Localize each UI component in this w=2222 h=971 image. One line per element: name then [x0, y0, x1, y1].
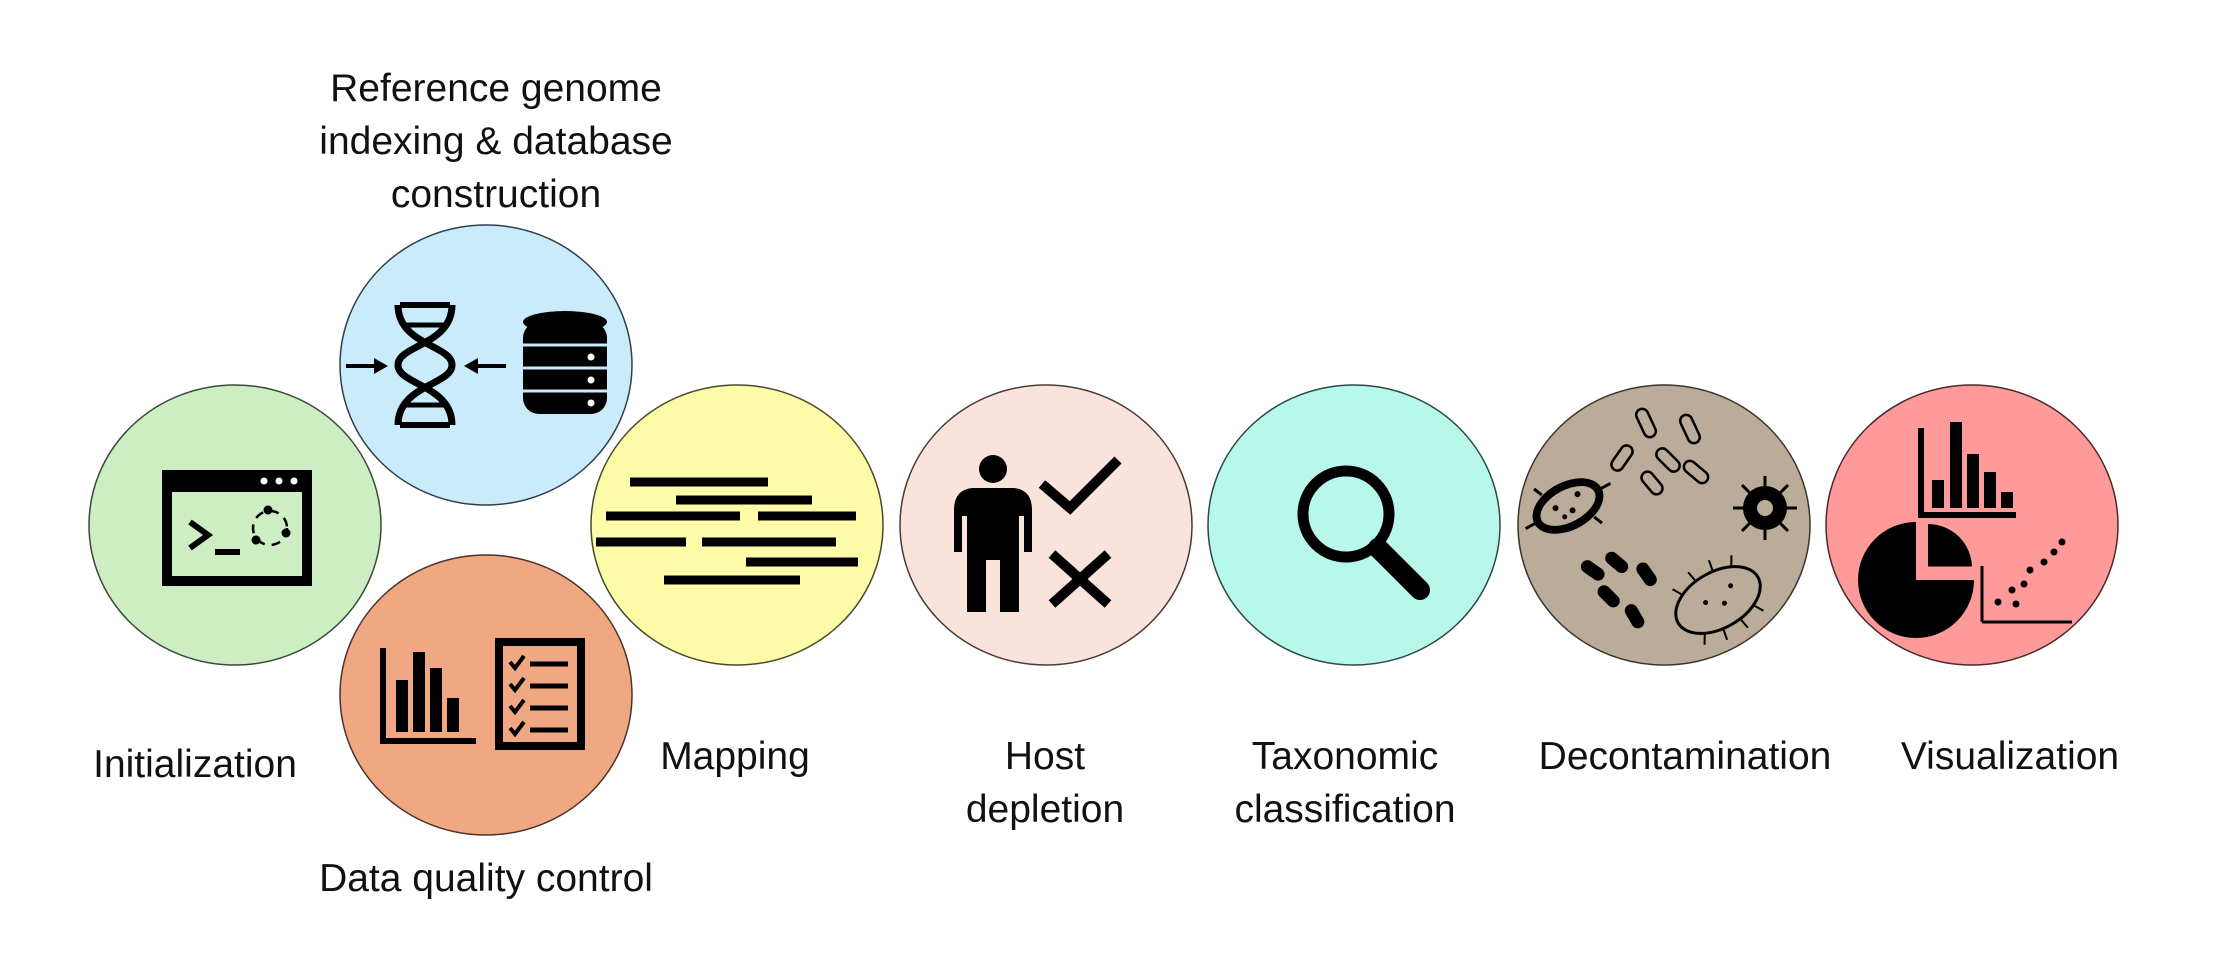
label-taxonomic-classification: Taxonomic classification — [1234, 735, 1456, 831]
label-reference-genome: Reference genome indexing & database con… — [319, 67, 673, 216]
cross-icon — [1048, 550, 1112, 608]
check-icon — [1038, 456, 1122, 515]
aligned-reads-icon — [596, 477, 858, 585]
label-host-depletion: Host depletion — [965, 735, 1125, 831]
stage-host-depletion — [899, 384, 1193, 666]
magnifier-icon — [1297, 465, 1430, 600]
stage-mapping — [590, 384, 884, 666]
label-visualization: Visualization — [1900, 735, 2120, 778]
bar-chart-icon — [380, 648, 476, 744]
label-initialization: Initialization — [93, 743, 297, 786]
microbes-icon — [1524, 407, 1797, 645]
stage-taxonomic-classification — [1207, 384, 1501, 666]
terminal-icon — [162, 470, 312, 586]
stage-data-quality-control — [339, 554, 633, 836]
person-icon — [954, 455, 1032, 612]
label-decontamination: Decontamination — [1538, 735, 1832, 778]
dna-icon — [346, 302, 506, 428]
database-icon — [523, 311, 607, 414]
stage-decontamination — [1517, 384, 1811, 666]
scatter-plot-icon — [1980, 538, 2072, 624]
label-data-quality-control: Data quality control — [319, 857, 653, 900]
stage-reference-genome — [339, 224, 633, 506]
checklist-icon — [495, 638, 585, 750]
bar-chart-icon — [1918, 422, 2016, 518]
pie-chart-icon — [1858, 522, 1974, 638]
label-mapping: Mapping — [660, 735, 810, 778]
stage-initialization — [88, 384, 382, 666]
stage-visualization — [1825, 384, 2119, 666]
